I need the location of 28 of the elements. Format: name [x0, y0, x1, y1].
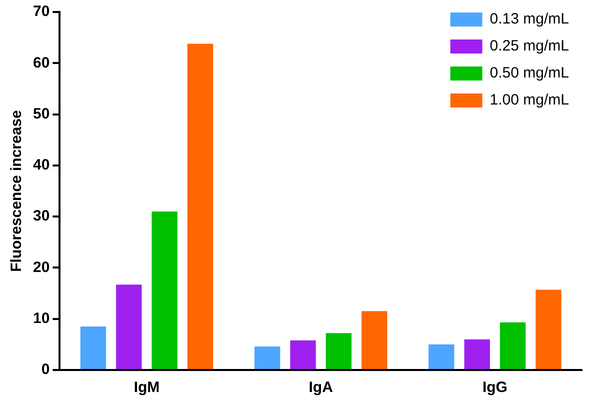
bar: [80, 326, 106, 369]
bar: [187, 44, 214, 369]
bar: [290, 340, 316, 369]
y-tick-label: 70: [32, 3, 50, 20]
bar: [254, 346, 280, 369]
bar: [500, 322, 526, 369]
y-axis-title: Fluorescence increase: [8, 110, 26, 272]
legend-label: 0.25 mg/mL: [490, 38, 570, 55]
y-tick-label: 10: [32, 310, 50, 327]
x-tick-label: IgA: [308, 379, 334, 396]
y-tick-label: 40: [32, 156, 50, 174]
bar: [326, 333, 352, 369]
bar: [464, 339, 490, 369]
legend-label: 1.00 mg/mL: [490, 92, 570, 109]
bar: [362, 311, 388, 369]
y-tick-label: 30: [32, 208, 50, 225]
x-tick-label: IgG: [482, 379, 508, 396]
y-tick-label: 50: [32, 105, 50, 122]
bar: [536, 290, 562, 369]
bar: [428, 344, 454, 369]
y-tick-label: 0: [41, 361, 50, 378]
bar: [116, 284, 142, 369]
legend-label: 0.50 mg/mL: [490, 64, 570, 82]
legend-label: 0.13 mg/mL: [490, 10, 570, 28]
bar: [152, 211, 178, 369]
x-tick-label: IgM: [134, 379, 160, 396]
y-tick-label: 60: [32, 54, 50, 72]
y-tick-label: 20: [32, 258, 50, 276]
